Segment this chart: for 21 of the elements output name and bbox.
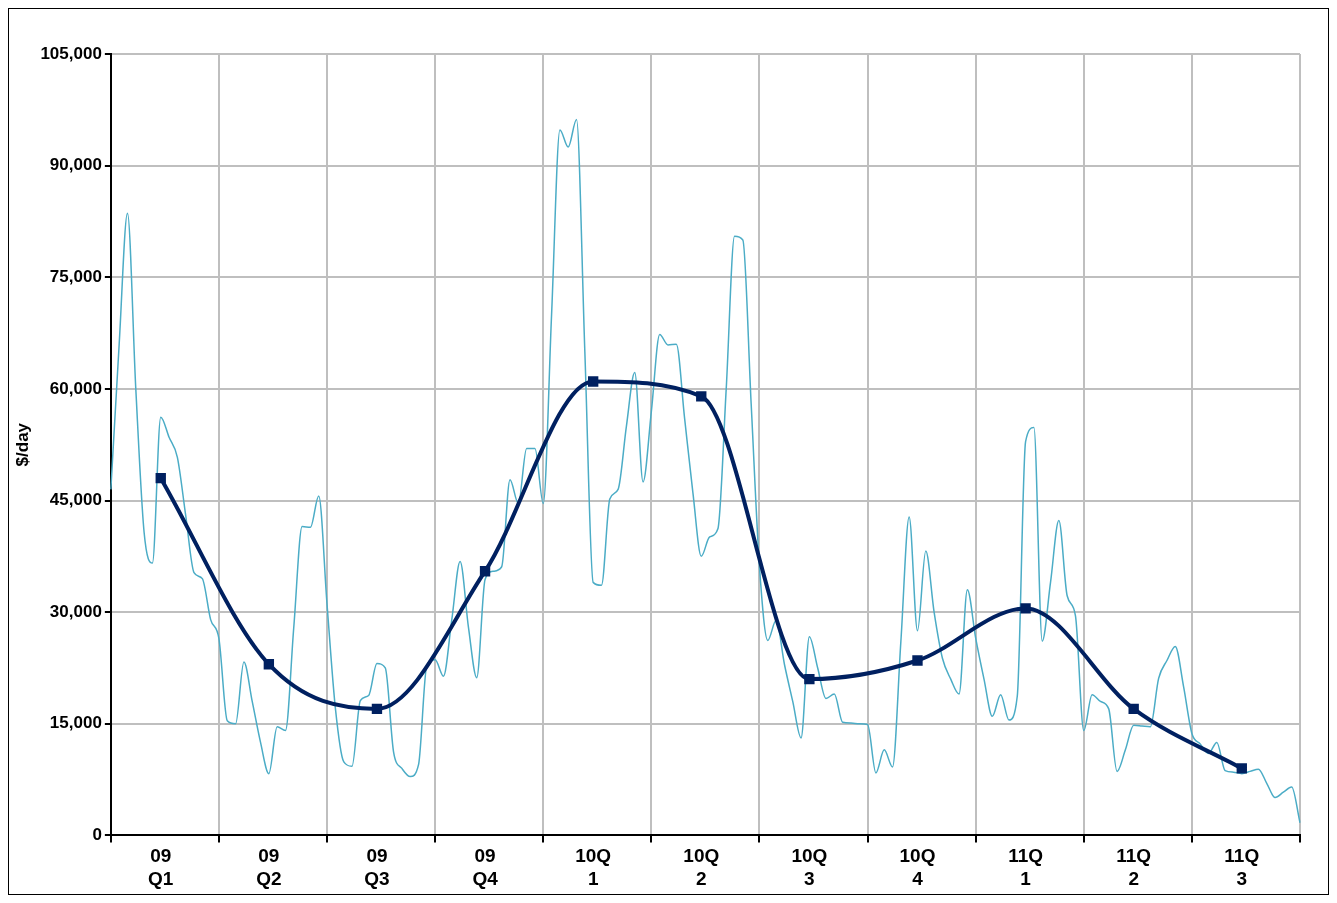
y-tick-label: 15,000 <box>49 713 102 733</box>
y-tick-label: 75,000 <box>49 266 102 286</box>
x-tick-label: 11Q 1 <box>1008 845 1044 889</box>
x-tick-label: 09 Q2 <box>256 845 282 889</box>
x-tick-label: 10Q 4 <box>899 845 936 889</box>
x-tick-label: 10Q 1 <box>575 845 612 889</box>
x-tick-label: 11Q 2 <box>1116 845 1152 889</box>
x-tick-label: 09 Q1 <box>148 845 174 889</box>
y-tick-label: 0 <box>92 825 102 845</box>
x-tick-label: 09 Q4 <box>472 845 499 889</box>
line-series <box>110 118 1301 824</box>
y-tick-label: 45,000 <box>49 490 102 510</box>
y-tick-label: 105,000 <box>40 43 102 63</box>
x-tick-label: 09 Q3 <box>364 845 390 889</box>
x-tick-label: 10Q 2 <box>683 845 720 889</box>
y-tick-label: 60,000 <box>49 378 102 398</box>
x-tick-label: 10Q 3 <box>791 845 828 889</box>
y-axis-title: $/day <box>12 422 32 467</box>
y-tick-label: 90,000 <box>49 155 102 175</box>
x-tick-label: 11Q 3 <box>1224 845 1260 889</box>
y-tick-label: 30,000 <box>49 601 102 621</box>
